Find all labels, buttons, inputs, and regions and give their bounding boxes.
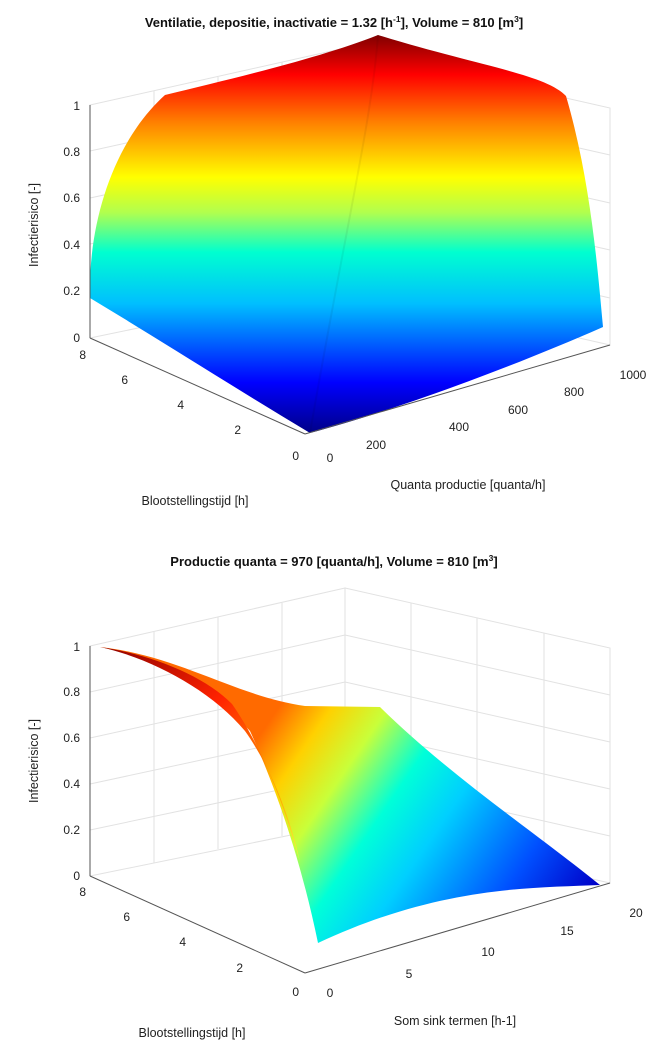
x-tick-label: 5 — [406, 967, 413, 981]
z-axis-label-bottom: Infectierisico [-] — [27, 719, 41, 803]
surface-mesh-top — [89, 35, 603, 433]
surface-ridge-bottom — [100, 647, 300, 862]
y-tick-label: 8 — [79, 348, 86, 362]
axes-bottom — [89, 646, 611, 974]
x-tick-label: 15 — [560, 924, 574, 938]
z-tick-label: 0 — [73, 331, 80, 345]
z-tick-label: 0 — [73, 869, 80, 883]
x-tick-label: 0 — [327, 451, 334, 465]
z-tick-label: 0.6 — [63, 191, 80, 205]
x-tick-label: 400 — [449, 420, 469, 434]
z-tick-label: 0.2 — [63, 284, 80, 298]
z-tick-labels-top: 0 0.2 0.4 0.6 0.8 1 — [63, 99, 80, 345]
y-tick-labels-top: 8 6 4 2 0 — [79, 348, 299, 463]
x-axis-label-top: Quanta productie [quanta/h] — [391, 478, 546, 492]
y-axis-label-top: Blootstellingstijd [h] — [141, 494, 248, 508]
x-tick-label: 1000 — [620, 368, 647, 382]
chart-title-bottom: Productie quanta = 970 [quanta/h], Volum… — [170, 553, 497, 569]
surface-plot-bottom-svg: Productie quanta = 970 [quanta/h], Volum… — [27, 553, 643, 1040]
x-tick-label: 10 — [481, 945, 495, 959]
z-tick-label: 0.4 — [63, 777, 80, 791]
x-tick-labels-top: 0 200 400 600 800 1000 — [327, 368, 647, 465]
y-tick-label: 6 — [123, 910, 130, 924]
z-axis-label-top: Infectierisico [-] — [27, 183, 41, 267]
y-tick-label: 2 — [234, 423, 241, 437]
z-tick-label: 1 — [73, 99, 80, 113]
z-tick-label: 1 — [73, 640, 80, 654]
z-tick-labels-bottom: 0 0.2 0.4 0.6 0.8 1 — [63, 640, 80, 883]
x-tick-labels-bottom: 0 5 10 15 20 — [327, 906, 643, 1000]
y-axis-label-bottom: Blootstellingstijd [h] — [138, 1026, 245, 1040]
x-tick-label: 600 — [508, 403, 528, 417]
x-tick-label: 200 — [366, 438, 386, 452]
z-tick-label: 0.8 — [63, 685, 80, 699]
x-axis-label-bottom: Som sink termen [h-1] — [394, 1014, 516, 1028]
z-tick-label: 0.8 — [63, 145, 80, 159]
y-tick-label: 8 — [79, 885, 86, 899]
surface-plot-top-svg: Ventilatie, depositie, inactivatie = 1.3… — [27, 14, 647, 508]
surface-plot-ventilatie: Ventilatie, depositie, inactivatie = 1.3… — [27, 14, 647, 508]
y-tick-label: 6 — [121, 373, 128, 387]
surface-plot-productie: Productie quanta = 970 [quanta/h], Volum… — [0, 526, 669, 1052]
chart-title-top: Ventilatie, depositie, inactivatie = 1.3… — [145, 14, 523, 30]
y-tick-label: 4 — [179, 935, 186, 949]
y-tick-label: 4 — [177, 398, 184, 412]
y-tick-label: 2 — [236, 961, 243, 975]
axes-top — [89, 105, 611, 435]
y-tick-labels-bottom: 8 6 4 2 0 — [79, 885, 299, 999]
x-tick-label: 20 — [629, 906, 643, 920]
z-tick-label: 0.2 — [63, 823, 80, 837]
y-tick-label: 0 — [292, 985, 299, 999]
y-tick-label: 0 — [292, 449, 299, 463]
surface-mesh-bottom — [100, 647, 600, 943]
x-tick-label: 0 — [327, 986, 334, 1000]
x-tick-label: 800 — [564, 385, 584, 399]
z-tick-label: 0.6 — [63, 731, 80, 745]
z-tick-label: 0.4 — [63, 238, 80, 252]
